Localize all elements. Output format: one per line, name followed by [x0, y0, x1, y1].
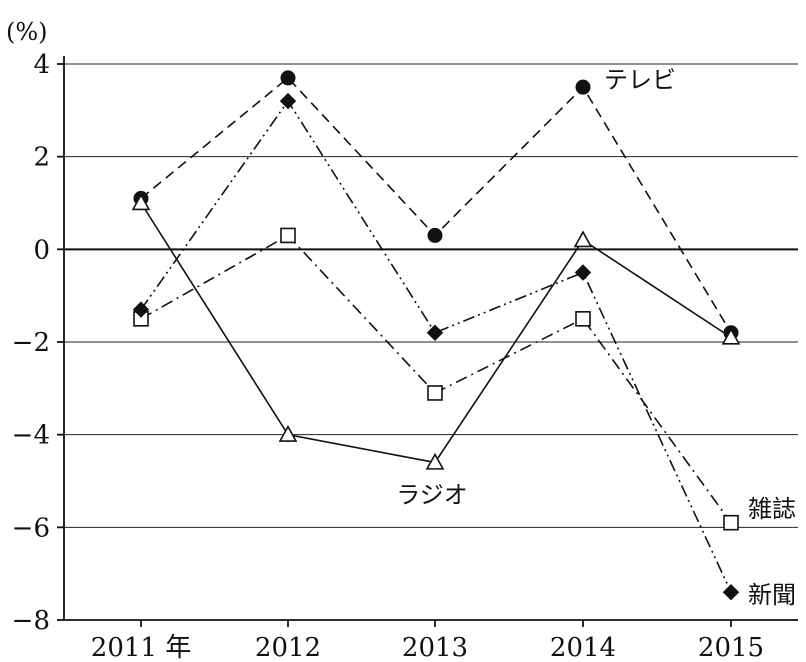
data-point-tv — [575, 79, 591, 95]
data-point-magazine — [280, 227, 296, 244]
data-point-newspaper — [722, 583, 740, 601]
data-point-newspaper — [132, 301, 150, 318]
data-point-magazine — [575, 311, 591, 327]
series-line-tv — [140, 76, 732, 334]
y-tick-label: −4 — [12, 421, 50, 451]
data-point-tv — [280, 70, 296, 86]
series-tv — [133, 70, 739, 341]
x-tick-label: 2014 — [550, 633, 616, 662]
y-tick-label: 4 — [33, 50, 50, 80]
y-tick-label: −2 — [12, 328, 50, 358]
data-point-newspaper — [574, 264, 592, 281]
series-magazine — [133, 227, 739, 531]
series-newspaper — [132, 92, 740, 601]
data-point-radio — [573, 230, 593, 248]
data-point-radio — [721, 327, 741, 345]
series-label-radio: ラジオ — [396, 481, 468, 509]
data-point-radio — [278, 425, 298, 442]
y-tick-label: −8 — [12, 606, 50, 636]
y-tick-label: 2 — [33, 143, 50, 173]
y-tick-label: 0 — [33, 235, 50, 265]
y-axis-unit-label: (%) — [6, 18, 48, 46]
data-point-magazine — [427, 385, 443, 401]
series-line-newspaper — [140, 99, 732, 593]
series-label-tv: テレビ — [604, 66, 676, 94]
axes: 4 2 0 −2 −4 −6 −8 2011 年 2012 2013 2014 2015 — [12, 50, 798, 662]
y-tick-label: −6 — [12, 513, 50, 543]
series-label-magazine: 雑誌 — [748, 495, 796, 523]
x-tick-label: 2013 — [402, 633, 468, 662]
x-tick-label: 2015 — [698, 633, 764, 662]
data-point-tv — [427, 227, 443, 243]
data-point-newspaper — [426, 324, 444, 341]
data-point-newspaper — [279, 92, 297, 110]
data-point-radio — [131, 193, 151, 211]
x-tick-label: 2012 — [255, 633, 321, 662]
series-group — [131, 70, 741, 601]
data-point-magazine — [723, 514, 739, 531]
series-radio — [131, 193, 741, 470]
series-label-newspaper: 新聞 — [748, 581, 796, 609]
series-labels: テレビラジオ雑誌新聞 — [396, 66, 796, 609]
data-point-radio — [425, 452, 445, 470]
gridlines — [64, 63, 798, 528]
x-tick-label: 2011 年 — [91, 633, 191, 662]
